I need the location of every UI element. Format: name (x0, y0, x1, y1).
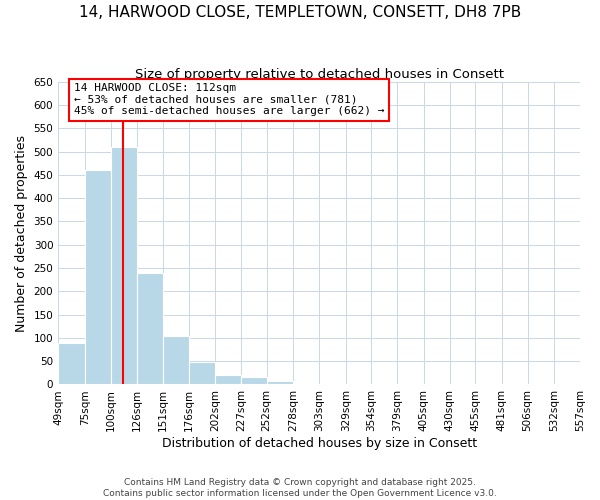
X-axis label: Distribution of detached houses by size in Consett: Distribution of detached houses by size … (161, 437, 476, 450)
Title: Size of property relative to detached houses in Consett: Size of property relative to detached ho… (134, 68, 503, 80)
Text: 14, HARWOOD CLOSE, TEMPLETOWN, CONSETT, DH8 7PB: 14, HARWOOD CLOSE, TEMPLETOWN, CONSETT, … (79, 5, 521, 20)
Text: Contains HM Land Registry data © Crown copyright and database right 2025.
Contai: Contains HM Land Registry data © Crown c… (103, 478, 497, 498)
Bar (58, 342, 85, 384)
Bar (241, 378, 266, 384)
Bar (188, 362, 215, 384)
Bar (110, 147, 137, 384)
Y-axis label: Number of detached properties: Number of detached properties (15, 134, 28, 332)
Bar (163, 336, 188, 384)
Text: 14 HARWOOD CLOSE: 112sqm
← 53% of detached houses are smaller (781)
45% of semi-: 14 HARWOOD CLOSE: 112sqm ← 53% of detach… (74, 83, 385, 116)
Bar (266, 380, 293, 384)
Bar (137, 272, 163, 384)
Bar (85, 170, 110, 384)
Bar (215, 375, 241, 384)
